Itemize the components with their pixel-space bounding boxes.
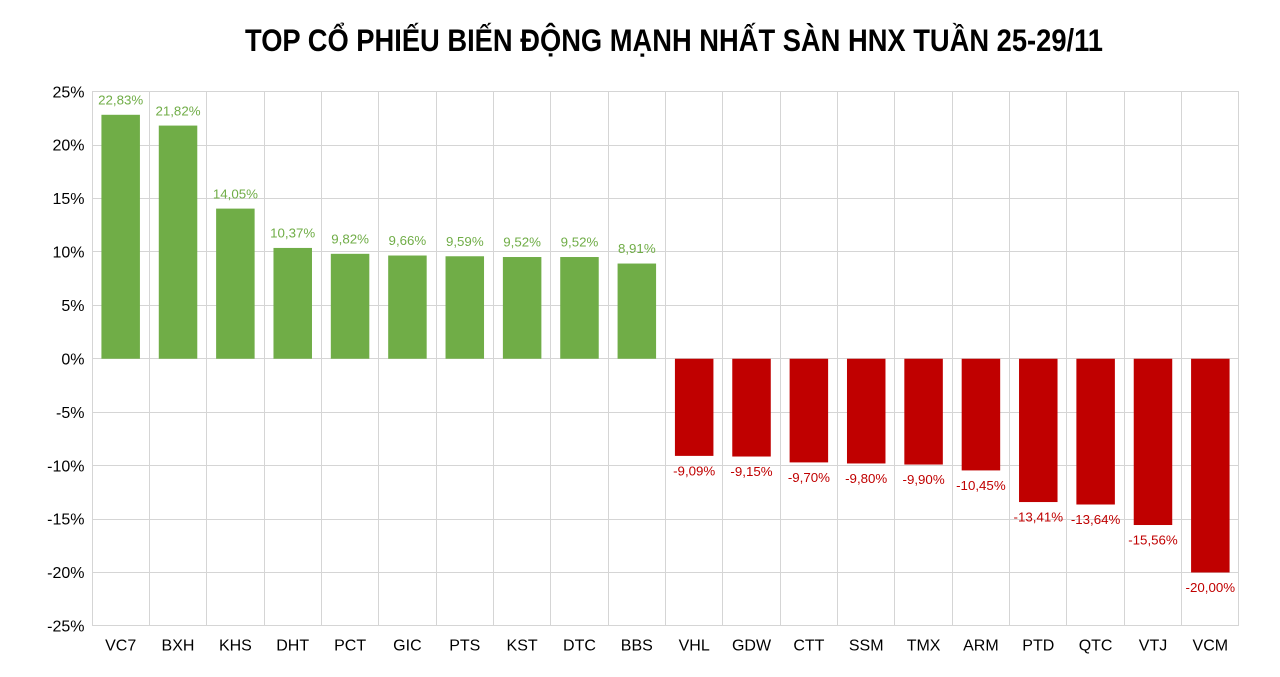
svg-text:TOP CỔ PHIẾU BIẾN ĐỘNG MẠNH NH: TOP CỔ PHIẾU BIẾN ĐỘNG MẠNH NHẤT SÀN HNX…: [245, 22, 1103, 58]
svg-text:VTJ: VTJ: [1139, 638, 1167, 655]
svg-text:QTC: QTC: [1079, 638, 1113, 655]
svg-text:-15%: -15%: [47, 512, 84, 529]
svg-text:DTC: DTC: [563, 638, 596, 655]
svg-text:-9,80%: -9,80%: [845, 471, 887, 486]
svg-text:-20%: -20%: [47, 565, 84, 582]
svg-text:22,83%: 22,83%: [98, 93, 143, 108]
svg-text:25%: 25%: [52, 84, 84, 101]
svg-text:5%: 5%: [61, 298, 84, 315]
svg-text:0%: 0%: [61, 351, 84, 368]
svg-text:BXH: BXH: [162, 638, 195, 655]
svg-text:20%: 20%: [52, 138, 84, 155]
svg-text:-15,56%: -15,56%: [1128, 533, 1178, 548]
svg-text:GDW: GDW: [732, 638, 772, 655]
svg-text:-20,00%: -20,00%: [1186, 580, 1236, 595]
svg-text:-25%: -25%: [47, 619, 84, 636]
svg-text:-5%: -5%: [56, 405, 84, 422]
svg-text:21,82%: 21,82%: [155, 103, 200, 118]
svg-text:-13,41%: -13,41%: [1014, 510, 1064, 525]
svg-text:-9,70%: -9,70%: [788, 470, 830, 485]
svg-text:9,82%: 9,82%: [331, 232, 369, 247]
svg-text:DHT: DHT: [276, 638, 309, 655]
svg-text:-9,09%: -9,09%: [673, 464, 715, 479]
svg-text:CTT: CTT: [793, 638, 824, 655]
svg-text:TMX: TMX: [907, 638, 941, 655]
svg-text:PTD: PTD: [1022, 638, 1054, 655]
svg-text:9,66%: 9,66%: [389, 233, 427, 248]
svg-text:10,37%: 10,37%: [270, 226, 315, 241]
svg-text:KHS: KHS: [219, 638, 252, 655]
svg-text:9,59%: 9,59%: [446, 234, 484, 249]
svg-text:VHL: VHL: [679, 638, 710, 655]
svg-text:-9,15%: -9,15%: [730, 464, 772, 479]
svg-text:PTS: PTS: [449, 638, 480, 655]
svg-text:14,05%: 14,05%: [213, 186, 258, 201]
svg-text:SSM: SSM: [849, 638, 884, 655]
svg-text:-10,45%: -10,45%: [956, 478, 1006, 493]
svg-text:VC7: VC7: [105, 638, 136, 655]
svg-text:PCT: PCT: [334, 638, 366, 655]
svg-text:-10%: -10%: [47, 458, 84, 475]
svg-text:ARM: ARM: [963, 638, 999, 655]
svg-text:8,91%: 8,91%: [618, 241, 656, 256]
svg-text:9,52%: 9,52%: [503, 235, 541, 250]
svg-text:BBS: BBS: [621, 638, 653, 655]
svg-text:-9,90%: -9,90%: [903, 472, 945, 487]
svg-text:15%: 15%: [52, 191, 84, 208]
svg-text:9,52%: 9,52%: [561, 235, 599, 250]
svg-text:GIC: GIC: [393, 638, 421, 655]
svg-text:KST: KST: [507, 638, 538, 655]
svg-text:-13,64%: -13,64%: [1071, 512, 1121, 527]
svg-text:VCM: VCM: [1193, 638, 1229, 655]
svg-text:10%: 10%: [52, 245, 84, 262]
